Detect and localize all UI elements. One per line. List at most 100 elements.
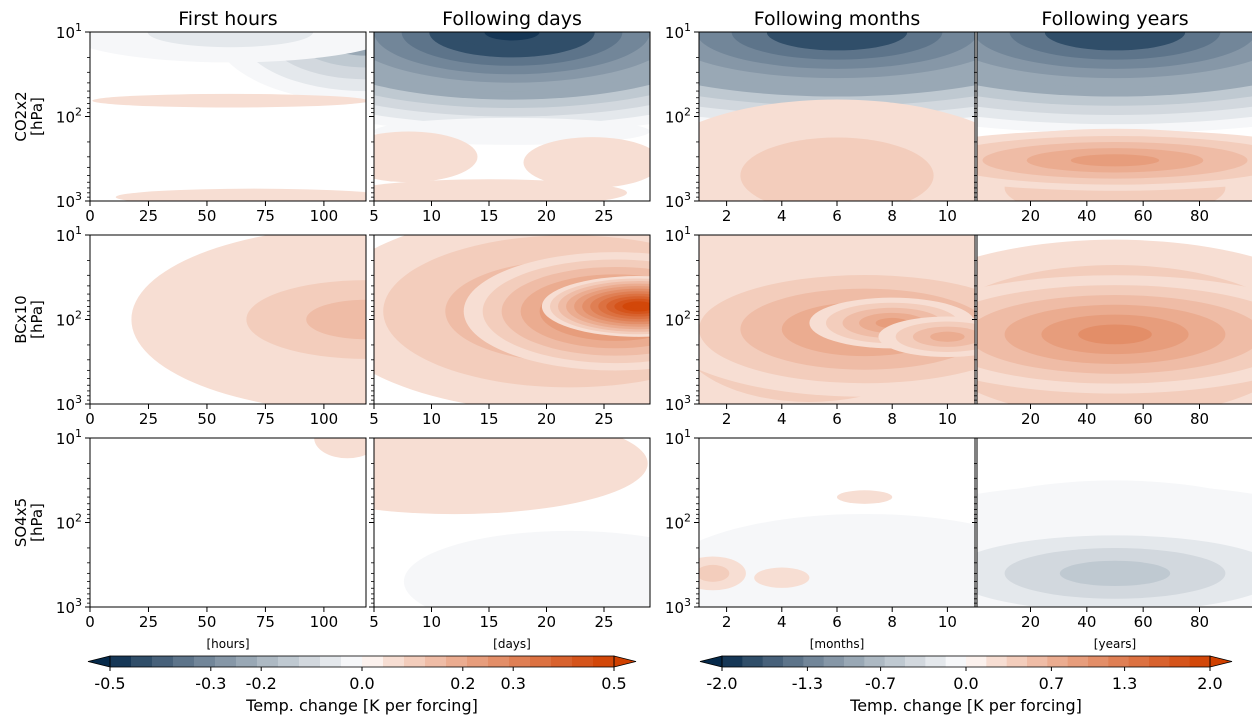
colorbar-segment [823,656,845,667]
x-tick-label: 6 [832,207,842,225]
x-tick-label: 2 [722,410,732,428]
panel-r0-c2: 2 4 6 8 10 101 102 103 [665,21,976,225]
contour-field [314,438,366,459]
colorbar-tick-label: -2.0 [706,674,737,693]
colorbar-segment [966,656,987,667]
colorbar-segment [488,656,510,667]
x-tick-label: 5 [369,410,379,428]
y-tick-label: 102 [56,512,82,533]
y-tick-label: 102 [56,309,82,330]
panel-r1-c1: 5 10 15 20 25 [369,234,651,428]
contour-level [630,303,647,309]
panel-r2-c2: 2 4 6 8 10 101 102 103 [665,427,976,631]
labels: First hours [hours] Following days [days] Fo… [12,8,1189,651]
x-tick-label: 20 [1021,410,1040,428]
x-tick-label: 50 [197,613,216,631]
colorbar-segment [383,656,405,667]
colorbar-segment [404,656,426,667]
x-tick-label: 25 [139,613,158,631]
x-tick-label: 80 [1190,207,1209,225]
colorbar-segment [257,656,279,667]
colorbar-tick-label: 0.5 [601,674,626,693]
colorbar-segment [1047,656,1069,667]
contour-level [92,93,366,108]
contour-field [977,480,1252,607]
contour-level [115,188,366,201]
x-tick-label: 10 [422,613,441,631]
colorbar-segment [925,656,947,667]
column-title: Following months [754,8,921,30]
x-tick-label: 20 [537,207,556,225]
x-tick-label: 8 [887,410,897,428]
panel-background [90,438,366,607]
contour-level [1078,324,1152,345]
colorbar-label: Temp. change [K per forcing] [849,696,1082,715]
y-tick-label: 103 [56,596,82,617]
colorbar-tick-label: 0.2 [450,674,475,693]
x-tick-label: 100 [310,207,339,225]
colorbar-segment [131,656,153,667]
x-tick-label: 40 [1077,410,1096,428]
contour-level [754,567,810,588]
row-label-name: SO4x5 [12,498,30,547]
colorbar-segment [1088,656,1109,667]
x-tick-label: 40 [1077,613,1096,631]
colorbar-segment [742,656,764,667]
x-tick-label: 10 [938,207,957,225]
x-tick-label: 50 [197,207,216,225]
x-tick-label: 10 [422,410,441,428]
x-tick-label: 8 [887,207,897,225]
contour-field [374,438,650,607]
colorbar-segment [362,656,384,667]
contour-level [374,131,478,183]
x-unit-label: [months] [810,637,865,651]
panel-r1-c2: 2 4 6 8 10 101 102 103 [665,224,976,428]
contour-field [699,32,975,201]
y-tick-label: 101 [56,224,82,245]
row-label-name: CO2x2 [12,91,30,141]
panel-r1-c3: 20 40 60 80 [972,234,1252,428]
y-tick-label: 102 [665,512,691,533]
panel-r2-c0: 0 25 50 75 100 101 102 103 [56,427,367,631]
colorbar-extend-max [613,655,637,668]
y-tick-label: 103 [665,393,691,414]
x-tick-label: 5 [369,613,379,631]
contour-level [523,137,650,188]
x-tick-label: 8 [887,613,897,631]
contour-field [374,32,650,201]
x-tick-label: 50 [197,410,216,428]
panel-r2-c1: 5 10 15 20 25 [369,437,651,631]
contour-field [90,32,366,201]
column-title: First hours [178,8,277,30]
x-tick-label: 100 [310,613,339,631]
contour-field [699,490,975,607]
y-tick-label: 102 [665,309,691,330]
row-label: BCx10[hPa] [12,295,46,343]
colorbar-tick-label: -0.2 [246,674,277,693]
colorbar-segment [593,656,615,667]
y-tick-label: 101 [56,427,82,448]
x-tick-label: 2 [722,613,732,631]
x-tick-label: 100 [310,410,339,428]
x-tick-label: 4 [777,410,787,428]
x-tick-label: 60 [1134,613,1153,631]
colorbar-segment [299,656,321,667]
colorbar-tick-label: -0.7 [865,674,896,693]
x-tick-label: 20 [537,613,556,631]
colorbar-segment [1189,656,1211,667]
colorbar-segment [864,656,886,667]
contour-level [699,564,730,582]
x-tick-label: 25 [594,613,613,631]
contour-field [131,235,366,404]
contour-level [930,331,965,342]
x-tick-label: 0 [85,410,95,428]
colorbar-extend-min [699,655,723,668]
contour-level [801,32,873,42]
colorbar-segment [194,656,216,667]
colorbar-segment [986,656,1008,667]
y-tick-label: 102 [56,106,82,127]
x-unit-label: [hours] [206,637,249,651]
colorbar-segment [945,656,967,667]
